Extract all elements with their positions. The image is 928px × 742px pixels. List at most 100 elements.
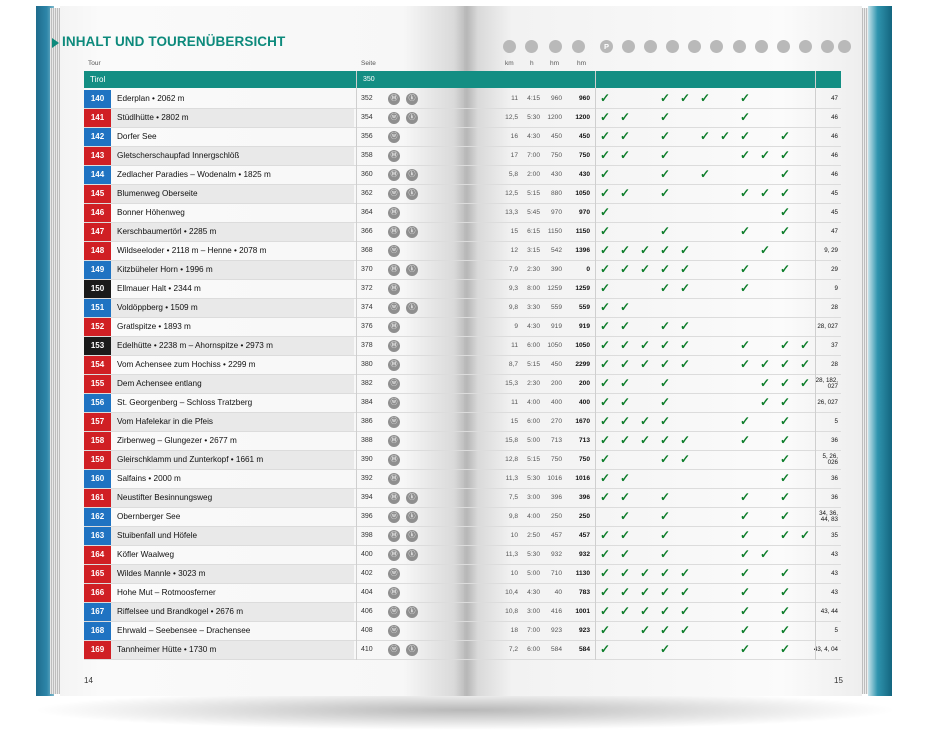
tour-map-ref: 5 — [834, 417, 838, 425]
tour-hm2: 713 — [578, 437, 590, 444]
tour-map-ref: 45 — [831, 189, 838, 197]
tour-hm2: 1016 — [575, 475, 590, 482]
tour-map-ref: 5 — [834, 626, 838, 634]
checkmark-icon: ✓ — [659, 110, 671, 124]
checkmark-icon: ✓ — [659, 186, 671, 200]
right-page — [464, 6, 862, 696]
table-row: 165 Wildes Mannle • 3023 m 402 ⓦ 10 5:00 710 11… — [84, 565, 841, 584]
table-row: 159 Gleirschklamm und Zunterkopf • 1661 m… — [84, 451, 841, 470]
tour-h: 5:00 — [527, 437, 540, 444]
tour-number: 152 — [84, 318, 111, 336]
tour-h: 6:00 — [527, 646, 540, 653]
table-row: 148 Wildseeloder • 2118 m – Henne • 2078 … — [84, 242, 841, 261]
tour-hm2: 1670 — [575, 418, 590, 425]
checkmark-icon: ✓ — [639, 585, 651, 599]
tour-page: 388 — [361, 437, 373, 444]
tour-hm2: 584 — [578, 646, 590, 653]
cover-right — [868, 6, 892, 696]
tour-number: 145 — [84, 185, 111, 203]
tour-number: 158 — [84, 432, 111, 450]
col-tour: Tour — [88, 60, 101, 67]
tour-number: 140 — [84, 90, 111, 108]
page-number-right: 15 — [834, 676, 843, 685]
checkmark-icon: ✓ — [679, 91, 691, 105]
tour-type-icon: ⓦ — [388, 397, 400, 409]
checkmark-icon: ✓ — [599, 357, 611, 371]
tour-name: Voldöppberg • 1509 m — [117, 303, 198, 312]
tour-type-icon: ⓚ — [406, 112, 418, 124]
checkmark-icon: ✓ — [779, 205, 791, 219]
tour-type-icon: ⓦ — [388, 416, 400, 428]
checkmark-icon: ✓ — [759, 148, 771, 162]
row-background — [84, 375, 354, 393]
tour-type-icon: ⓚ — [406, 169, 418, 181]
tour-page: 404 — [361, 589, 373, 596]
tour-page: 400 — [361, 551, 373, 558]
checkmark-icon: ✓ — [679, 433, 691, 447]
tour-hm: 40 — [554, 589, 562, 596]
tour-hm2: 400 — [578, 399, 590, 406]
tour-type-icon: Ⓜ — [388, 549, 400, 561]
row-background — [84, 299, 354, 317]
tour-type-icon: ⓚ — [406, 226, 418, 238]
row-background — [84, 603, 354, 621]
tour-hm2: 932 — [578, 551, 590, 558]
tour-hm: 1259 — [547, 285, 562, 292]
tour-km: 10 — [510, 570, 518, 577]
checkmark-icon: ✓ — [659, 604, 671, 618]
tour-page: 370 — [361, 266, 373, 273]
tour-type-icon: Ⓜ — [388, 169, 400, 181]
tour-map-ref: 46 — [831, 151, 838, 159]
table-row: 146 Bonner Höhenweg 364 Ⓜ 13,3 5:45 970 970 ✓ ✓ 45 — [84, 204, 841, 223]
checkmark-icon: ✓ — [779, 433, 791, 447]
tour-hm: 1016 — [547, 475, 562, 482]
checkmark-icon: ✓ — [779, 338, 791, 352]
tour-number: 162 — [84, 508, 111, 526]
bus-icon — [622, 40, 635, 53]
checkmark-icon: ✓ — [619, 300, 631, 314]
tour-type-icon: Ⓜ — [388, 321, 400, 333]
tour-km: 15 — [510, 228, 518, 235]
tour-number: 165 — [84, 565, 111, 583]
checkmark-icon: ✓ — [599, 547, 611, 561]
tour-hm2: 396 — [578, 494, 590, 501]
row-separator — [84, 355, 841, 356]
tour-h: 5:15 — [527, 190, 540, 197]
checkmark-icon: ✓ — [779, 509, 791, 523]
tour-hm2: 1396 — [575, 247, 590, 254]
row-separator — [84, 108, 841, 109]
col-hm2: hm — [577, 60, 587, 67]
checkmark-icon: ✓ — [699, 129, 711, 143]
checkmark-icon: ✓ — [779, 566, 791, 580]
tour-hm: 919 — [550, 323, 562, 330]
tour-name: Edelhütte • 2238 m – Ahornspitze • 2973 … — [117, 341, 273, 350]
tour-h: 4:00 — [527, 399, 540, 406]
checkmark-icon: ✓ — [739, 414, 751, 428]
table-row: 144 Zedlacher Paradies – Wodenalm • 1825 … — [84, 166, 841, 185]
checkmark-icon: ✓ — [659, 243, 671, 257]
checkmark-icon: ✓ — [599, 376, 611, 390]
tour-hm2: 750 — [578, 456, 590, 463]
tour-number: 144 — [84, 166, 111, 184]
checkmark-icon: ✓ — [659, 433, 671, 447]
tour-map-ref: 28 — [831, 303, 838, 311]
row-separator — [84, 450, 841, 451]
tour-km: 12,5 — [505, 190, 518, 197]
tour-map-ref: 35 — [831, 531, 838, 539]
tour-name: Kerschbaumertörl • 2285 m — [117, 227, 217, 236]
row-separator — [84, 659, 841, 660]
tour-name: Dem Achensee entlang — [117, 379, 202, 388]
tour-name: Stüdlhütte • 2802 m — [117, 113, 189, 122]
row-background — [84, 109, 354, 127]
tour-name: Dorfer See — [117, 132, 157, 141]
checkmark-icon: ✓ — [599, 224, 611, 238]
tour-map-ref: 28 — [831, 360, 838, 368]
row-separator — [84, 374, 841, 375]
cablecar-icon — [755, 40, 768, 53]
cover-left — [36, 6, 54, 696]
tour-number: 169 — [84, 641, 111, 659]
checkmark-icon: ✓ — [619, 604, 631, 618]
checkmark-icon: ✓ — [679, 338, 691, 352]
checkmark-icon: ✓ — [659, 623, 671, 637]
tour-hm2: 923 — [578, 627, 590, 634]
